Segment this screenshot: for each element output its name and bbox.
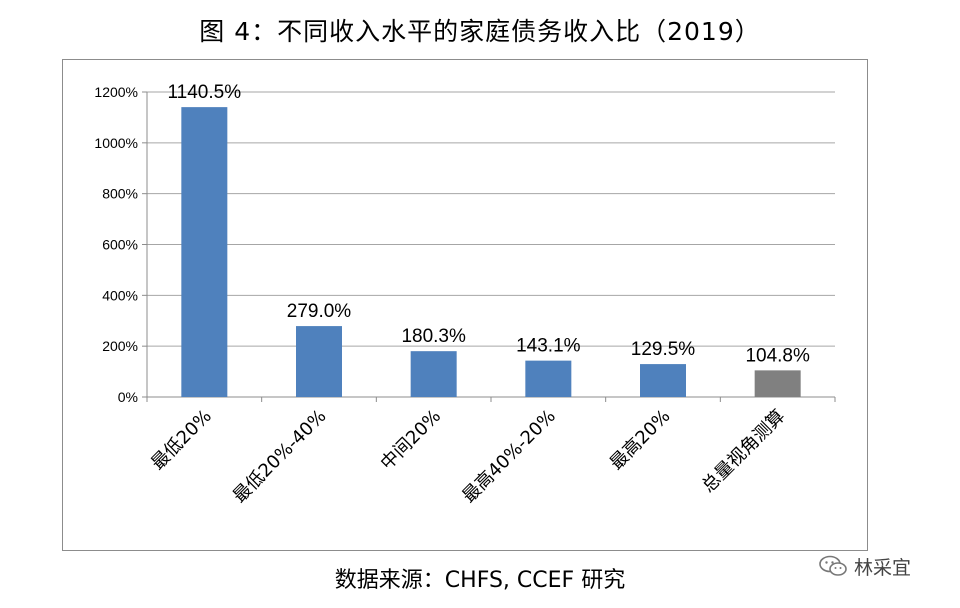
chart-title: 图 4：不同收入水平的家庭债务收入比（2019）: [199, 17, 761, 46]
watermark-text: 林采宜: [854, 556, 912, 579]
y-tick-label: 600%: [102, 237, 138, 253]
bar: [410, 351, 457, 397]
y-tick-label: 200%: [102, 338, 138, 354]
bar-chart: 0% 200% 400% 600% 800% 1000% 1200% 1140.5% 279.…: [94, 82, 836, 507]
bar: [640, 364, 686, 397]
data-labels: 1140.5% 279.0% 180.3% 143.1% 129.5% 104.8%: [168, 82, 810, 366]
data-label: 104.8%: [745, 345, 810, 366]
category-label: 最高20%: [606, 406, 675, 475]
bar: [525, 360, 572, 397]
y-tick-label: 0%: [118, 389, 138, 405]
category-label: 最高40%-20%: [458, 406, 559, 507]
y-tick-label: 800%: [102, 186, 138, 202]
y-tick-label: 1200%: [94, 84, 138, 100]
y-tick-label: 400%: [102, 287, 138, 303]
wechat-icon: [819, 555, 847, 576]
category-label: 最低20%: [147, 406, 216, 475]
gridlines: [147, 91, 835, 398]
data-label: 180.3%: [401, 326, 466, 347]
bars: [181, 107, 801, 397]
y-axis: 0% 200% 400% 600% 800% 1000% 1200%: [94, 84, 148, 405]
data-label: 279.0%: [287, 301, 352, 322]
data-label: 129.5%: [631, 339, 696, 360]
bar: [296, 326, 342, 397]
data-label: 143.1%: [516, 336, 581, 357]
y-tick-label: 1000%: [94, 135, 138, 151]
category-label: 中间20%: [377, 406, 446, 475]
category-label: 最低20%-40%: [229, 406, 330, 507]
source-note: 数据来源：CHFS, CCEF 研究: [334, 568, 626, 593]
chart-frame: [62, 59, 868, 551]
watermark: 林采宜: [818, 553, 911, 579]
bar: [754, 370, 801, 397]
data-label: 1140.5%: [168, 82, 242, 103]
category-label: 总量视角测算: [698, 406, 789, 497]
bar: [181, 107, 228, 397]
x-axis: 最低20% 最低20%-40% 中间20% 最高40%-20% 最高20% 总量视角测算: [146, 397, 836, 507]
